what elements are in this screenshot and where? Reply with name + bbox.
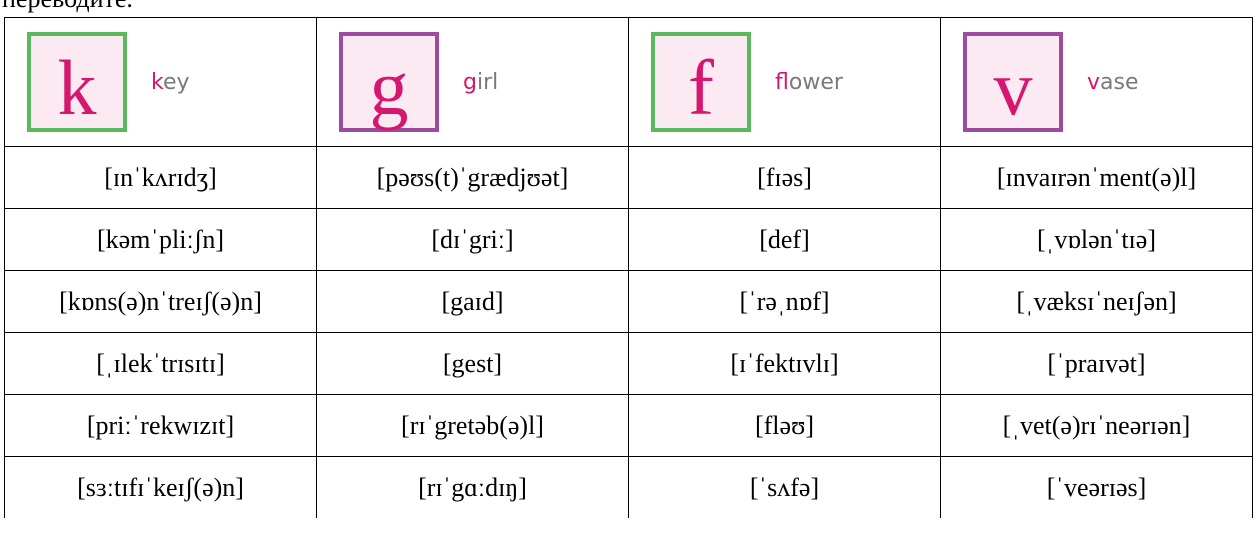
header-cell: f flower xyxy=(628,17,941,147)
header-word: flower xyxy=(775,69,843,95)
transcription-cell: [rɪˈgretəb(ə)l] xyxy=(316,394,629,457)
transcription-cell: [priːˈrekwɪzɪt] xyxy=(4,394,317,457)
table-row: [kɒns(ə)nˈtreɪʃ(ə)n] [gaɪd] [ˈrəˌnɒf] [ˌvæk… xyxy=(4,270,1253,333)
transcription-cell: [ɪnˈkʌrɪdʒ] xyxy=(4,146,317,209)
header-word: girl xyxy=(463,69,499,95)
transcription-cell: [ˈsʌfə] xyxy=(628,456,941,518)
intro-text: переводите. xyxy=(2,0,133,14)
transcription-cell: [kəmˈpliːʃn] xyxy=(4,208,317,271)
transcription-cell: [sɜːtɪfɪˈkeɪʃ(ə)n] xyxy=(4,456,317,518)
letter-icon: v xyxy=(963,32,1063,132)
transcription-cell: [pəʊs(t)ˈgrædjʊət] xyxy=(316,146,629,209)
transcription-cell: [ɪnvaɪrənˈment(ə)l] xyxy=(940,146,1253,209)
transcription-cell: [rɪˈgɑːdɪŋ] xyxy=(316,456,629,518)
transcription-cell: [kɒns(ə)nˈtreɪʃ(ə)n] xyxy=(4,270,317,333)
header-cell: v vase xyxy=(940,17,1253,147)
letter-icon: f xyxy=(651,32,751,132)
transcription-cell: [ˈveərɪəs] xyxy=(940,456,1253,518)
table-row: [sɜːtɪfɪˈkeɪʃ(ə)n] [rɪˈgɑːdɪŋ] [ˈsʌfə] [ˈve… xyxy=(4,456,1253,518)
letter-icon: g xyxy=(339,32,439,132)
phonetics-table: k key g girl f flower v vase [ɪnˈkʌrɪdʒ] [pəʊs(t)… xyxy=(4,17,1253,518)
transcription-cell: [ˈrəˌnɒf] xyxy=(628,270,941,333)
transcription-cell: [ˌvæksɪˈneɪʃən] xyxy=(940,270,1253,333)
transcription-cell: [fɪəs] xyxy=(628,146,941,209)
header-row: k key g girl f flower v vase xyxy=(4,17,1253,147)
table-body: k key g girl f flower v vase [ɪnˈkʌrɪdʒ] [pəʊs(t)… xyxy=(4,17,1253,518)
header-content: k key xyxy=(5,32,316,132)
transcription-cell: [ɪˈfektɪvlɪ] xyxy=(628,332,941,395)
header-content: f flower xyxy=(629,32,940,132)
header-cell: k key xyxy=(4,17,317,147)
transcription-cell: [ˌvet(ə)rɪˈneərɪən] xyxy=(940,394,1253,457)
header-cell: g girl xyxy=(316,17,629,147)
transcription-cell: [gaɪd] xyxy=(316,270,629,333)
header-content: g girl xyxy=(317,32,628,132)
transcription-cell: [ˈpraɪvət] xyxy=(940,332,1253,395)
transcription-cell: [def] xyxy=(628,208,941,271)
header-word: vase xyxy=(1087,69,1139,95)
table-row: [kəmˈpliːʃn] [dɪˈgriː] [def] [ˌvɒlənˈtɪə] xyxy=(4,208,1253,271)
header-word: key xyxy=(151,69,190,95)
transcription-cell: [fləʊ] xyxy=(628,394,941,457)
transcription-cell: [ˌvɒlənˈtɪə] xyxy=(940,208,1253,271)
table-row: [ˌɪlekˈtrɪsɪtɪ] [gest] [ɪˈfektɪvlɪ] [ˈpraɪv… xyxy=(4,332,1253,395)
header-content: v vase xyxy=(941,32,1252,132)
table-row: [ɪnˈkʌrɪdʒ] [pəʊs(t)ˈgrædjʊət] [fɪəs] [ɪnva… xyxy=(4,146,1253,209)
transcription-cell: [dɪˈgriː] xyxy=(316,208,629,271)
transcription-cell: [gest] xyxy=(316,332,629,395)
letter-icon: k xyxy=(27,32,127,132)
table-row: [priːˈrekwɪzɪt] [rɪˈgretəb(ə)l] [fləʊ] [ˌve… xyxy=(4,394,1253,457)
transcription-cell: [ˌɪlekˈtrɪsɪtɪ] xyxy=(4,332,317,395)
